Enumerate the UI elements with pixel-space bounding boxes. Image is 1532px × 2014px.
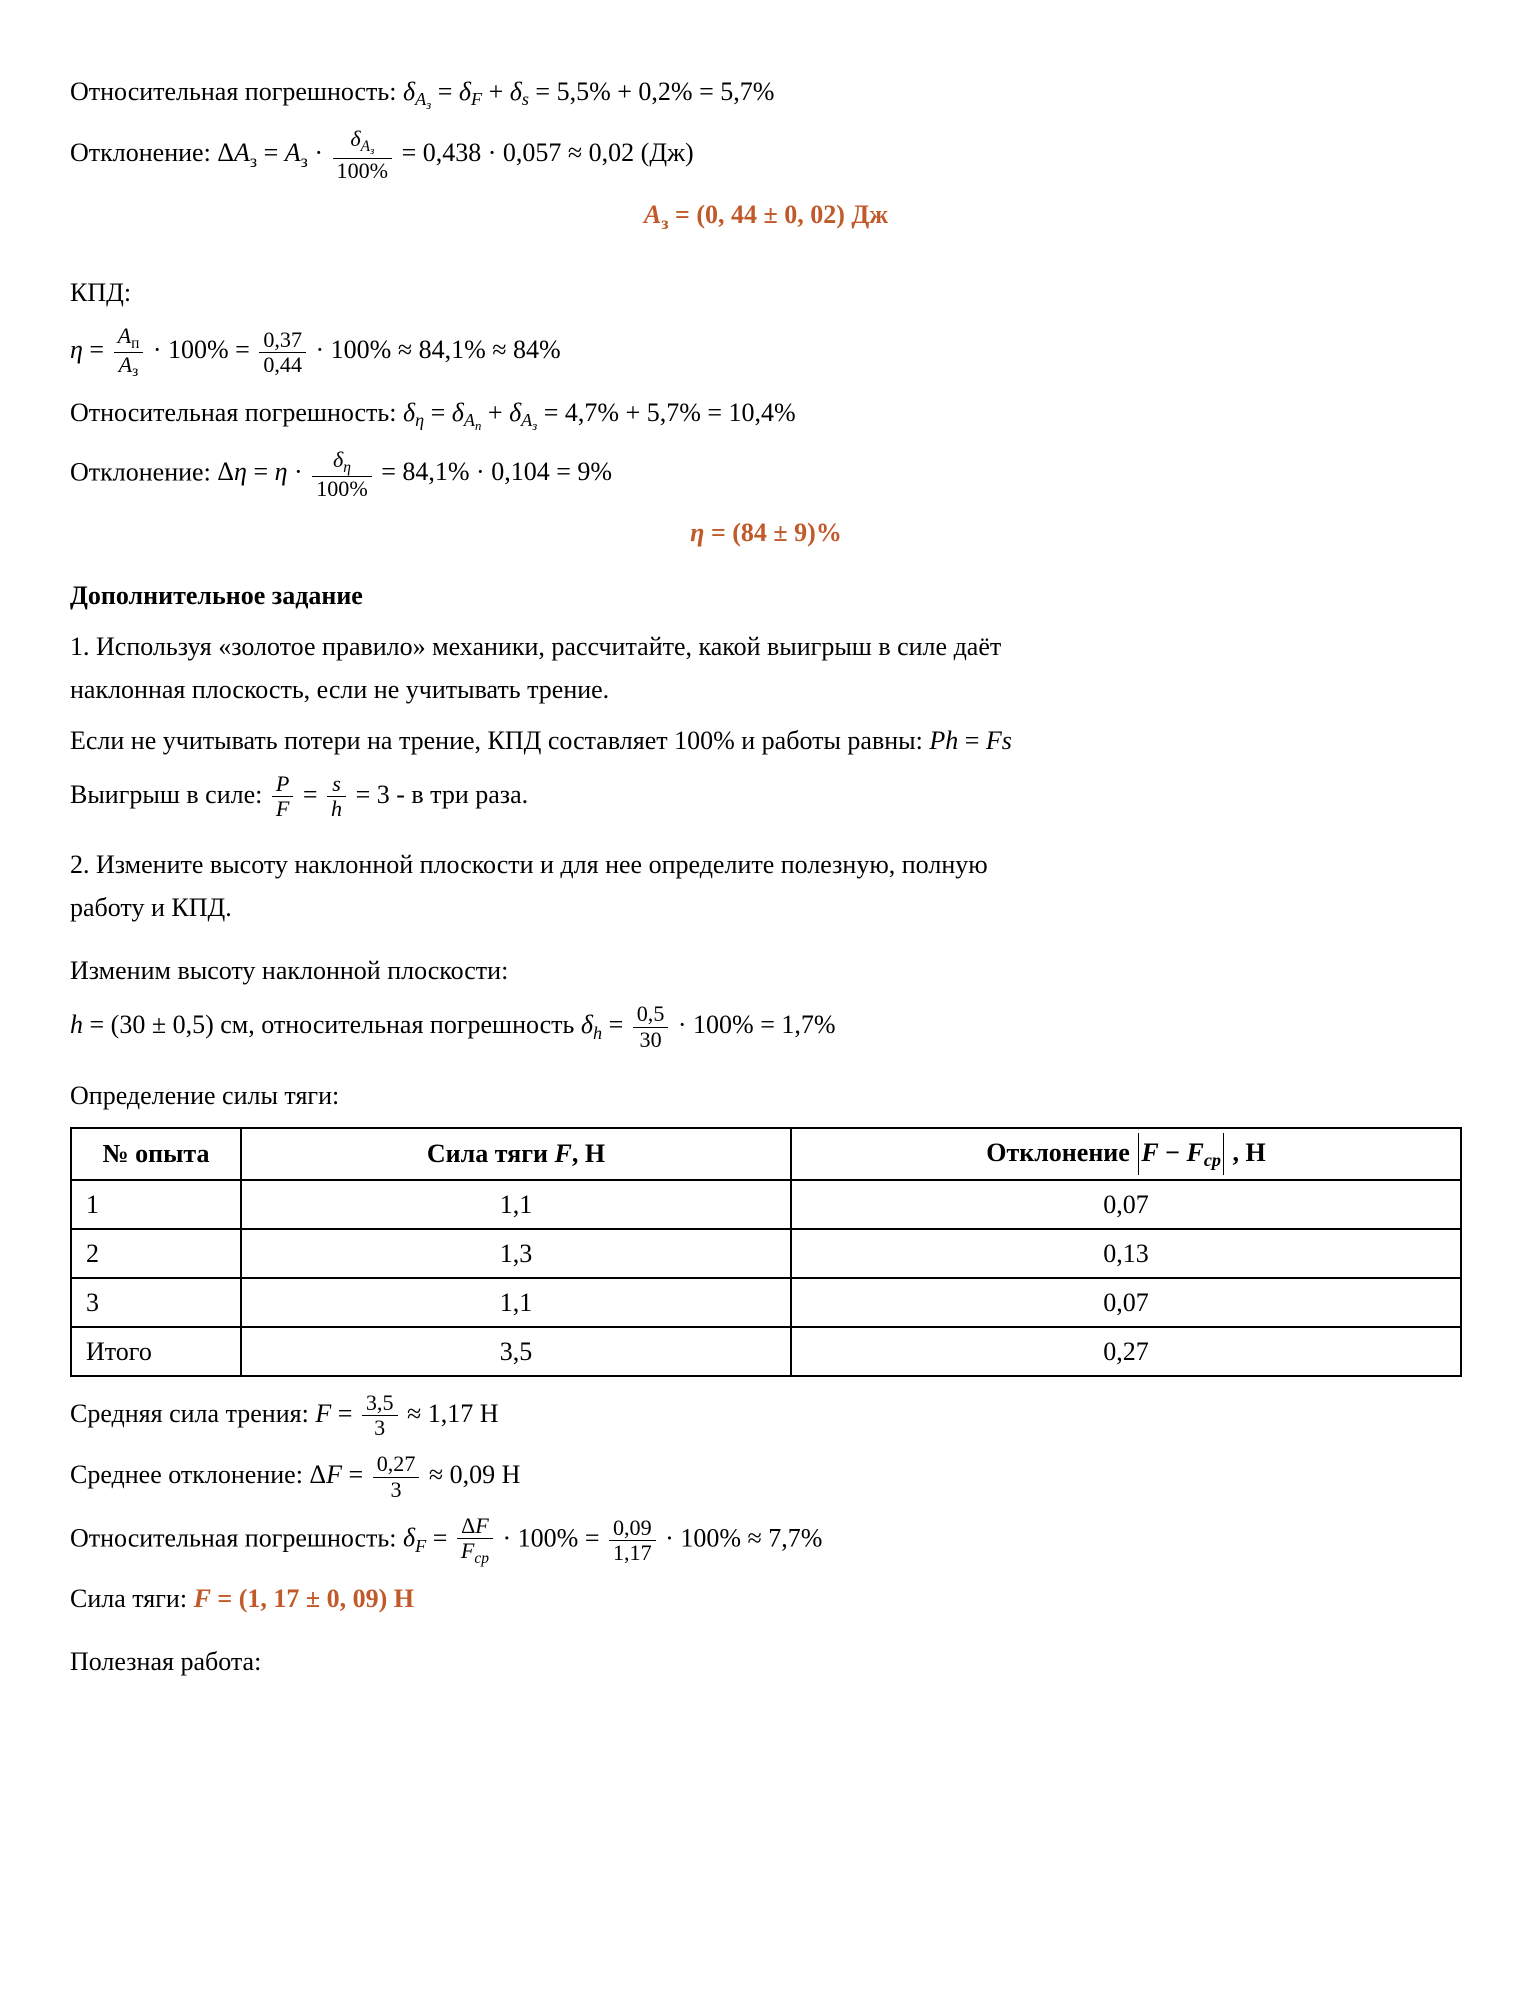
cell-dev: 0,27 — [791, 1327, 1461, 1376]
cell-num: Итого — [71, 1327, 241, 1376]
cell-force: 1,3 — [241, 1229, 791, 1278]
expr: δη = δAп + δAз = 4,7% + 5,7% = 10,4% — [403, 398, 796, 427]
cell-num: 3 — [71, 1278, 241, 1327]
label: Относительная погрешность: — [70, 77, 403, 106]
cell-dev: 0,07 — [791, 1180, 1461, 1229]
avg-force: Средняя сила трения: F = 3,53 ≈ 1,17 Н — [70, 1391, 1462, 1441]
value: F = (1, 17 ± 0, 09) Н — [194, 1584, 414, 1613]
table-row: 31,10,07 — [71, 1278, 1461, 1327]
q1-ans2: Выигрыш в силе: PF = sh = 3 - в три раза… — [70, 772, 1462, 822]
expr: δAз = δF + δs = 5,5% + 0,2% = 5,7% — [403, 77, 774, 106]
h-expr: h = (30 ± 0,5) см, относительная погрешн… — [70, 1002, 1462, 1052]
result-eta: η = (84 ± 9)% — [70, 513, 1462, 552]
table-row: Итого3,50,27 — [71, 1327, 1461, 1376]
th-num: № опыта — [71, 1128, 241, 1180]
q1-line1: 1. Используя «золотое правило» механики,… — [70, 627, 1462, 666]
cell-num: 1 — [71, 1180, 241, 1229]
q1-ans1: Если не учитывать потери на трение, КПД … — [70, 721, 1462, 760]
table-caption: Определение силы тяги: — [70, 1076, 1462, 1115]
expr: Δη = η · δη100% = 84,1% · 0,104 = 9% — [217, 457, 612, 486]
rel-error-a3: Относительная погрешность: δAз = δF + δs… — [70, 72, 1462, 115]
rel-err-force: Относительная погрешность: δF = ΔFFср · … — [70, 1514, 1462, 1567]
q2-line2: работу и КПД. — [70, 888, 1462, 927]
extra-task-heading: Дополнительное задание — [70, 576, 1462, 615]
table-row: 11,10,07 — [71, 1180, 1461, 1229]
result-a3: Aз = (0, 44 ± 0, 02) Дж — [70, 195, 1462, 237]
force-table: № опыта Сила тяги F, Н Отклонение F − Fс… — [70, 1127, 1462, 1377]
deviation-a3: Отклонение: ΔAз = Aз · δAз100% = 0,438 ·… — [70, 127, 1462, 183]
eta-deviation: Отклонение: Δη = η · δη100% = 84,1% · 0,… — [70, 448, 1462, 501]
q1-line2: наклонная плоскость, если не учитывать т… — [70, 670, 1462, 709]
force-result: Сила тяги: F = (1, 17 ± 0, 09) Н — [70, 1579, 1462, 1618]
eta-rel-error: Относительная погрешность: δη = δAп + δA… — [70, 393, 1462, 436]
useful-work-heading: Полезная работа: — [70, 1642, 1462, 1681]
cell-force: 1,1 — [241, 1180, 791, 1229]
kpd-heading: КПД: — [70, 273, 1462, 312]
label: Отклонение: — [70, 138, 217, 167]
cell-dev: 0,07 — [791, 1278, 1461, 1327]
change-h-label: Изменим высоту наклонной плоскости: — [70, 951, 1462, 990]
value: η = (84 ± 9)% — [690, 518, 842, 547]
th-dev: Отклонение F − Fср , Н — [791, 1128, 1461, 1180]
cell-dev: 0,13 — [791, 1229, 1461, 1278]
th-force: Сила тяги F, Н — [241, 1128, 791, 1180]
q2-line1: 2. Измените высоту наклонной плоскости и… — [70, 845, 1462, 884]
expr: ΔAз = Aз · δAз100% = 0,438 · 0,057 ≈ 0,0… — [217, 138, 693, 167]
label: Относительная погрешность: — [70, 398, 403, 427]
value: Aз = (0, 44 ± 0, 02) Дж — [644, 200, 888, 229]
eta-expr: η = AпAз · 100% = 0,370,44 · 100% ≈ 84,1… — [70, 324, 1462, 380]
table-row: 21,30,13 — [71, 1229, 1461, 1278]
label: Отклонение: — [70, 457, 217, 486]
cell-force: 1,1 — [241, 1278, 791, 1327]
cell-force: 3,5 — [241, 1327, 791, 1376]
label: Сила тяги: — [70, 1584, 194, 1613]
avg-dev: Среднее отклонение: ΔF = 0,273 ≈ 0,09 Н — [70, 1452, 1462, 1502]
cell-num: 2 — [71, 1229, 241, 1278]
